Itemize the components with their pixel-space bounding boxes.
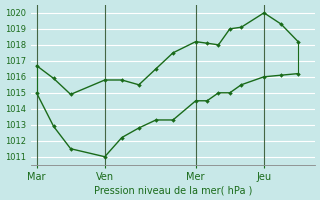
X-axis label: Pression niveau de la mer( hPa ): Pression niveau de la mer( hPa ) <box>94 185 252 195</box>
